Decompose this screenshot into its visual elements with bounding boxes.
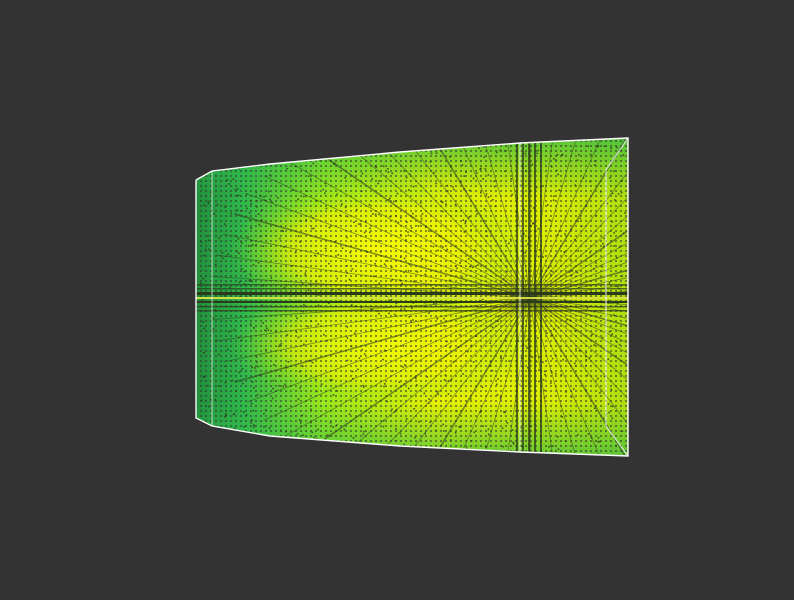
speckle	[264, 155, 267, 157]
speckle	[238, 447, 240, 449]
speckle	[316, 446, 318, 449]
speckle	[201, 443, 204, 446]
speckle	[219, 164, 222, 167]
speckle	[240, 438, 243, 441]
speckle	[269, 145, 272, 147]
speckle	[221, 145, 224, 148]
speckle	[206, 152, 208, 154]
speckle	[340, 153, 343, 155]
speckle	[290, 155, 293, 157]
speckle	[205, 154, 208, 156]
speckle	[271, 145, 273, 148]
speckle	[235, 165, 237, 168]
speckle	[272, 445, 275, 448]
speckle	[271, 156, 274, 159]
speckle	[228, 162, 230, 165]
speckle	[377, 148, 380, 151]
speckle	[394, 146, 397, 148]
speckle	[347, 150, 350, 153]
speckle	[325, 449, 327, 452]
speckle	[314, 145, 317, 148]
speckle	[404, 147, 407, 150]
speckle	[252, 149, 255, 152]
bounding-box-outline	[195, 137, 629, 457]
volume-body	[196, 138, 628, 456]
speckle	[238, 151, 240, 153]
speckle	[212, 430, 215, 433]
speckle	[254, 162, 257, 165]
speckle	[333, 151, 336, 154]
speckle	[298, 147, 300, 149]
speckle	[274, 160, 277, 162]
speckle	[271, 154, 274, 157]
speckle	[254, 148, 256, 150]
speckle	[256, 148, 259, 151]
speckle	[234, 151, 237, 154]
speckle	[277, 160, 280, 163]
speckle	[364, 150, 366, 153]
speckle	[398, 447, 401, 449]
speckle	[244, 149, 247, 152]
speckle	[347, 443, 349, 445]
speckle	[280, 438, 282, 441]
center-line	[196, 292, 628, 303]
speckle	[244, 164, 247, 166]
speckle	[311, 150, 313, 153]
speckle	[215, 155, 218, 158]
speckle	[268, 446, 271, 448]
